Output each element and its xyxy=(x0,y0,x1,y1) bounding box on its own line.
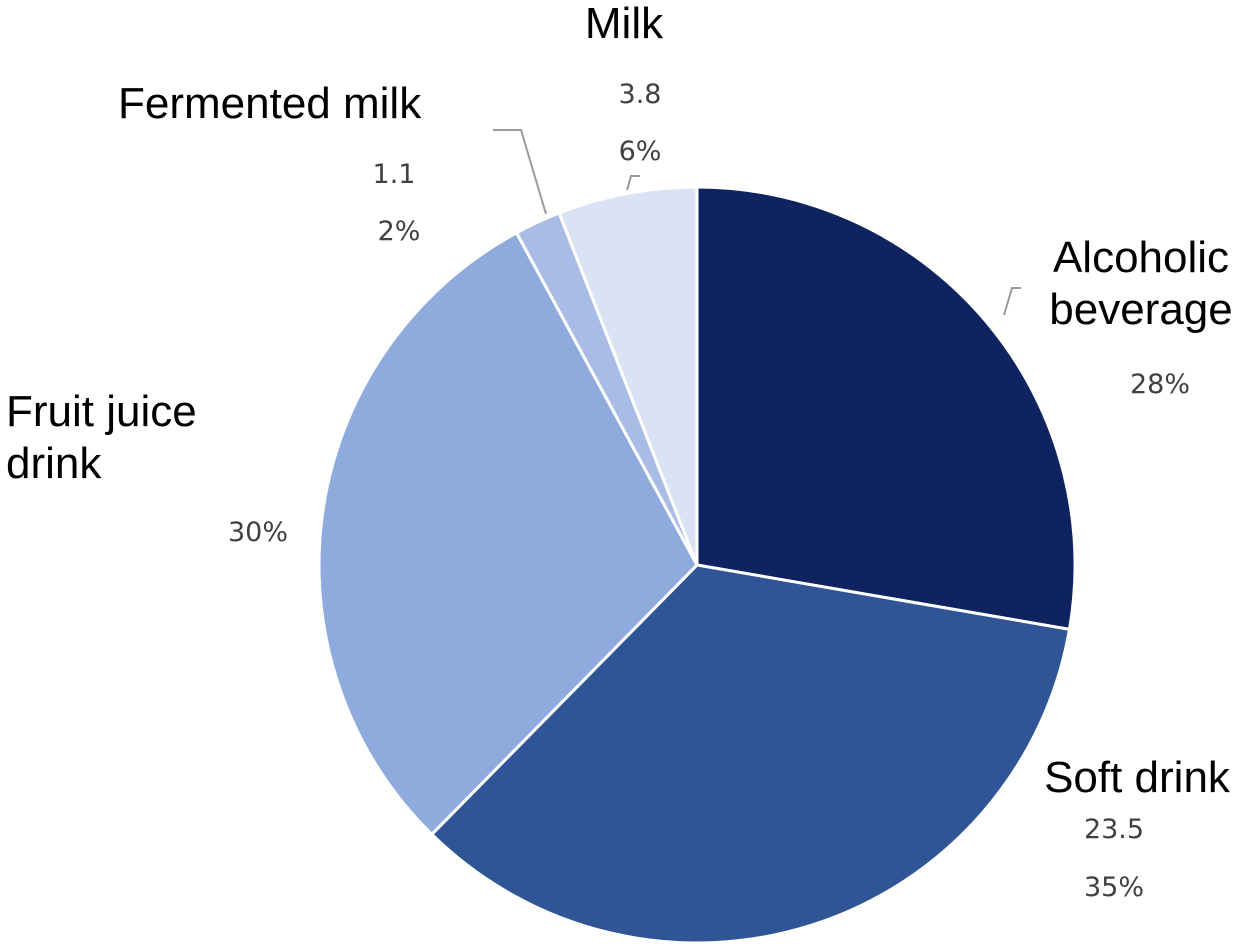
category-label-line: beverage xyxy=(1049,285,1232,334)
leader-line-milk xyxy=(626,175,640,191)
pie-slice-milk xyxy=(557,185,699,566)
percent-label-soft-drink: 35% xyxy=(1084,872,1144,903)
leader-line-alcoholic-beverage xyxy=(1003,287,1021,316)
category-label-line: Alcoholic xyxy=(1053,233,1229,282)
category-label-line: Fermented milk xyxy=(118,79,422,128)
value-label-milk: 3.8 xyxy=(619,79,662,110)
category-label-line: Soft drink xyxy=(1044,753,1231,802)
percent-label-milk: 6% xyxy=(619,136,662,167)
category-label-line: Milk xyxy=(585,0,664,48)
pie-slice-soft-drink xyxy=(429,563,1072,945)
pie-slice-alcoholic-beverage xyxy=(695,185,1077,632)
leader-lines xyxy=(493,129,1021,316)
category-label-milk: Milk xyxy=(585,0,664,48)
category-label-line: Fruit juice xyxy=(6,387,197,436)
category-label-fruit-juice-drink: Fruit juice drink xyxy=(6,387,197,488)
value-label-fermented-milk: 1.1 xyxy=(373,159,416,190)
category-label-line: drink xyxy=(6,439,102,488)
percent-label-fruit-juice-drink: 30% xyxy=(228,517,288,548)
pie-slice-fruit-juice-drink xyxy=(317,230,699,837)
category-label-fermented-milk: Fermented milk xyxy=(118,79,422,128)
category-label-alcoholic-beverage: Alcoholic beverage xyxy=(1049,233,1232,334)
value-label-soft-drink: 23.5 xyxy=(1084,814,1144,845)
percent-label-alcoholic-beverage: 28% xyxy=(1130,369,1190,400)
leader-line-fermented-milk xyxy=(493,129,547,215)
pie-slices xyxy=(317,185,1077,945)
slice-labels: Alcoholic beverage 28% Soft drink 23.5 35% Fru… xyxy=(6,0,1233,903)
percent-label-fermented-milk: 2% xyxy=(378,216,421,247)
category-label-soft-drink: Soft drink xyxy=(1044,753,1231,802)
